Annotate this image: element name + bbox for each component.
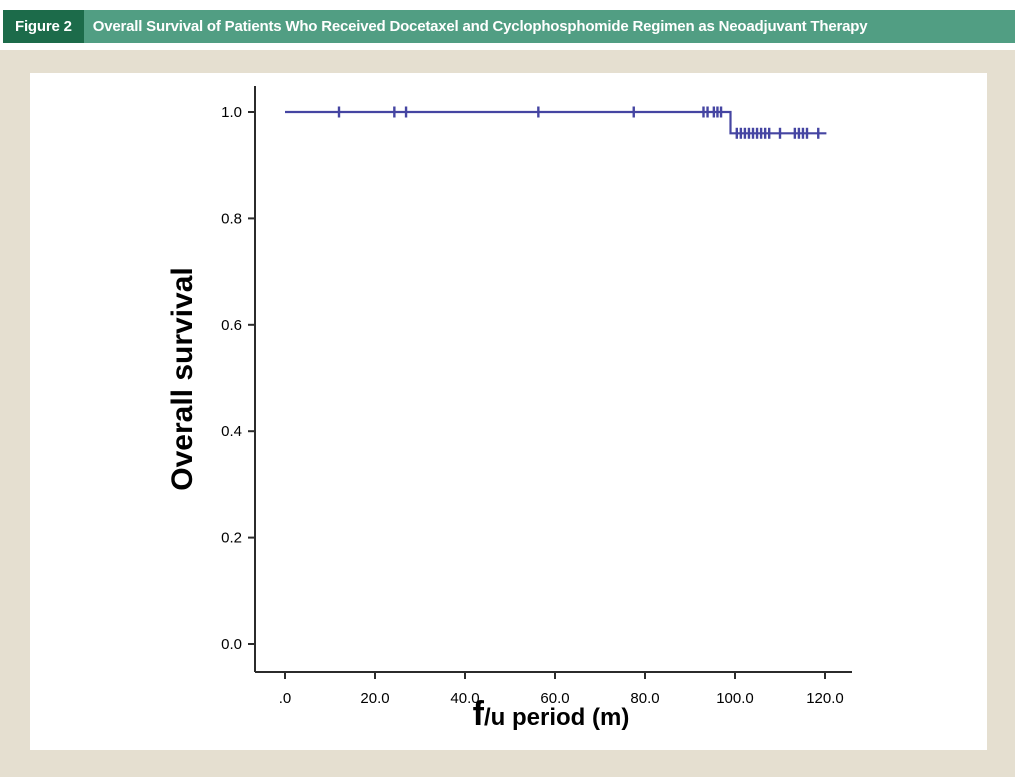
x-tick-label: 120.0 (806, 690, 844, 707)
y-tick-label: 0.4 (221, 423, 242, 440)
y-tick-label: 0.2 (221, 530, 242, 547)
kaplan-meier-chart: .0 20.0 40.0 60.0 80.0 100.0 120.0 0.0 0.2 0.4 0.6… (166, 86, 852, 733)
y-tick-label: 0.6 (221, 317, 242, 334)
x-tick-label: 20.0 (360, 690, 389, 707)
survival-curve (285, 110, 827, 135)
x-tick-label: .0 (279, 690, 292, 707)
figure-title: Overall Survival of Patients Who Receive… (83, 10, 1015, 43)
y-tick-label: 0.8 (221, 210, 242, 227)
figure-number-badge: Figure 2 (3, 10, 84, 43)
x-tick-label: 60.0 (540, 690, 569, 707)
figure-frame: .0 20.0 40.0 60.0 80.0 100.0 120.0 0.0 0.2 0.4 0.6… (0, 50, 1015, 777)
chart-panel: .0 20.0 40.0 60.0 80.0 100.0 120.0 0.0 0.2 0.4 0.6… (30, 73, 987, 750)
y-tick-label: 0.0 (221, 636, 242, 653)
x-axis-title: f/u period (m) (473, 695, 630, 733)
y-tick-label: 1.0 (221, 104, 242, 121)
x-tick-label: 40.0 (450, 690, 479, 707)
y-axis-title: Overall survival (166, 267, 199, 490)
x-tick-label: 80.0 (630, 690, 659, 707)
x-tick-label: 100.0 (716, 690, 754, 707)
figure-header: Figure 2 Overall Survival of Patients Wh… (3, 10, 1015, 43)
